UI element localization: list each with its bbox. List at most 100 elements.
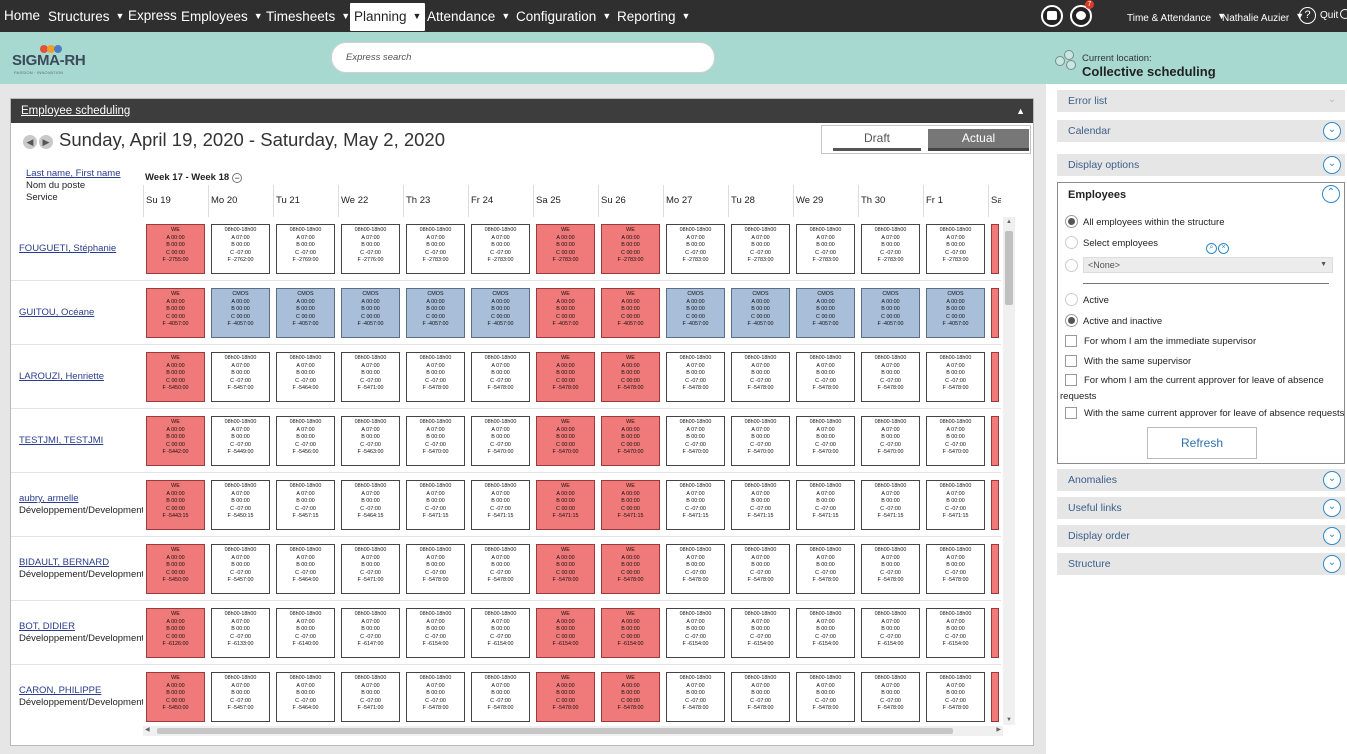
- user-menu[interactable]: Nathalie Auzier ▼: [1222, 11, 1305, 24]
- module-selector[interactable]: Time & Attendance ▼: [1127, 11, 1227, 24]
- schedule-cell[interactable]: WE A 00:00 B 00:00 C 00:00 F -5478:00: [536, 672, 595, 722]
- schedule-cell[interactable]: [991, 224, 999, 274]
- schedule-cell[interactable]: 08h00-18h00 A 07:00 B 00:00 C -07:00 F -5471…: [926, 480, 985, 530]
- schedule-cell[interactable]: WE A 00:00 B 00:00 C 00:00 F -5471:15: [536, 480, 595, 530]
- chevron-down-icon[interactable]: ⌄: [1323, 471, 1341, 489]
- scroll-left-icon[interactable]: ◀: [145, 727, 150, 733]
- radio-none[interactable]: [1065, 259, 1083, 272]
- employee-name-link[interactable]: GUITOU, Océane: [19, 307, 95, 318]
- schedule-cell[interactable]: [991, 416, 999, 466]
- schedule-cell[interactable]: 08h00-18h00 A 07:00 B 00:00 C -07:00 F -5478…: [406, 352, 465, 402]
- anomalies-section[interactable]: Anomalies ⌄: [1057, 469, 1345, 491]
- schedule-cell[interactable]: 08h00-18h00 A 07:00 B 00:00 C -07:00 F -5464…: [276, 672, 335, 722]
- schedule-cell[interactable]: 08h00-18h00 A 07:00 B 00:00 C -07:00 F -2783…: [731, 224, 790, 274]
- employee-name-link[interactable]: FOUGUETI, Stéphanie: [19, 243, 117, 254]
- schedule-cell[interactable]: CMOS A 00:00 B 00:00 C 00:00 F -4057:00: [796, 288, 855, 338]
- scrollbar-thumb[interactable]: [157, 728, 953, 734]
- display-order-section[interactable]: Display order ⌄: [1057, 525, 1345, 547]
- search-employee-icon[interactable]: ⌕: [1206, 243, 1217, 254]
- schedule-cell[interactable]: 08h00-18h00 A 07:00 B 00:00 C -07:00 F -2783…: [926, 224, 985, 274]
- sort-by-name-link[interactable]: Last name, First name: [26, 168, 121, 179]
- nav-planning[interactable]: Planning ▼: [350, 3, 426, 31]
- check-same-approver[interactable]: With the same current approver for leave…: [1065, 407, 1344, 419]
- schedule-cell[interactable]: WE A 00:00 B 00:00 C 00:00 F -5478:00: [536, 544, 595, 594]
- schedule-cell[interactable]: 08h00-18h00 A 07:00 B 00:00 C -07:00 F -5478…: [731, 544, 790, 594]
- schedule-cell[interactable]: WE A 00:00 B 00:00 C 00:00 F -5470:00: [601, 416, 660, 466]
- nav-express[interactable]: Express: [128, 8, 177, 23]
- schedule-cell[interactable]: 08h00-18h00 A 07:00 B 00:00 C -07:00 F -5471…: [861, 480, 920, 530]
- schedule-cell[interactable]: 08h00-18h00 A 07:00 B 00:00 C -07:00 F -5478…: [926, 352, 985, 402]
- schedule-cell[interactable]: WE A 00:00 B 00:00 C 00:00 F -2783:00: [601, 224, 660, 274]
- schedule-cell[interactable]: WE A 00:00 B 00:00 C 00:00 F -4057:00: [536, 288, 595, 338]
- vertical-scrollbar[interactable]: ▲ ▼: [1003, 217, 1015, 725]
- collapse-toggle-icon[interactable]: ▲: [1016, 106, 1025, 116]
- radio-button[interactable]: [1065, 314, 1078, 327]
- nav-home[interactable]: Home: [4, 8, 41, 23]
- schedule-cell[interactable]: 08h00-18h00 A 07:00 B 00:00 C -07:00 F -6154…: [406, 608, 465, 658]
- schedule-cell[interactable]: 08h00-18h00 A 07:00 B 00:00 C -07:00 F -5470…: [861, 416, 920, 466]
- schedule-cell[interactable]: 08h00-18h00 A 07:00 B 00:00 C -07:00 F -5478…: [731, 672, 790, 722]
- schedule-cell[interactable]: CMOS A 00:00 B 00:00 C 00:00 F -4057:00: [666, 288, 725, 338]
- employee-select-dropdown[interactable]: <None> ▼: [1083, 257, 1333, 273]
- schedule-cell[interactable]: 08h00-18h00 A 07:00 B 00:00 C -07:00 F -5478…: [666, 544, 725, 594]
- schedule-cell[interactable]: 08h00-18h00 A 07:00 B 00:00 C -07:00 F -5471…: [796, 480, 855, 530]
- schedule-cell[interactable]: 08h00-18h00 A 07:00 B 00:00 C -07:00 F -5464…: [341, 480, 400, 530]
- schedule-cell[interactable]: [991, 352, 999, 402]
- calendar-section[interactable]: Calendar ⌄: [1057, 120, 1345, 142]
- employee-name-link[interactable]: CARON, PHILIPPE: [19, 685, 102, 696]
- scroll-up-icon[interactable]: ▲: [1006, 219, 1012, 225]
- next-period-icon[interactable]: ▶: [39, 135, 53, 149]
- nav-structures[interactable]: Structures ▼: [48, 9, 125, 24]
- schedule-cell[interactable]: 08h00-18h00 A 07:00 B 00:00 C -07:00 F -5478…: [926, 544, 985, 594]
- schedule-cell[interactable]: [991, 288, 999, 338]
- radio-select-employees[interactable]: Select employees: [1065, 236, 1158, 249]
- chevron-down-icon[interactable]: ⌄: [1323, 499, 1341, 517]
- nav-configuration[interactable]: Configuration ▼: [516, 9, 612, 24]
- schedule-cell[interactable]: 08h00-18h00 A 07:00 B 00:00 C -07:00 F -5471…: [471, 480, 530, 530]
- schedule-cell[interactable]: WE A 00:00 B 00:00 C 00:00 F -5478:00: [601, 352, 660, 402]
- schedule-cell[interactable]: 08h00-18h00 A 07:00 B 00:00 C -07:00 F -2783…: [861, 224, 920, 274]
- chevron-down-icon[interactable]: ⌄: [1323, 555, 1341, 573]
- display-options-section[interactable]: Display options ⌄: [1057, 154, 1345, 176]
- schedule-cell[interactable]: 08h00-18h00 A 07:00 B 00:00 C -07:00 F -5470…: [406, 416, 465, 466]
- quit-link[interactable]: Quit: [1320, 0, 1347, 32]
- schedule-cell[interactable]: 08h00-18h00 A 07:00 B 00:00 C -07:00 F -5471…: [666, 480, 725, 530]
- schedule-cell[interactable]: WE A 00:00 B 00:00 C 00:00 F -5471:15: [601, 480, 660, 530]
- schedule-cell[interactable]: 08h00-18h00 A 07:00 B 00:00 C -07:00 F -2783…: [666, 224, 725, 274]
- schedule-cell[interactable]: WE A 00:00 B 00:00 C 00:00 F -5478:00: [536, 352, 595, 402]
- chevron-down-icon[interactable]: ⌄: [1323, 122, 1341, 140]
- schedule-cell[interactable]: 08h00-18h00 A 07:00 B 00:00 C -07:00 F -5457…: [276, 480, 335, 530]
- schedule-cell[interactable]: WE A 00:00 B 00:00 C 00:00 F -5443:15: [146, 480, 205, 530]
- schedule-cell[interactable]: WE A 00:00 B 00:00 C 00:00 F -2755:00: [146, 224, 205, 274]
- previous-period-icon[interactable]: ◀: [23, 135, 37, 149]
- schedule-cell[interactable]: 08h00-18h00 A 07:00 B 00:00 C -07:00 F -5470…: [471, 416, 530, 466]
- notifications-icon[interactable]: [1070, 5, 1092, 27]
- schedule-cell[interactable]: 08h00-18h00 A 07:00 B 00:00 C -07:00 F -5470…: [926, 416, 985, 466]
- schedule-cell[interactable]: WE A 00:00 B 00:00 C 00:00 F -5450:00: [146, 544, 205, 594]
- schedule-cell[interactable]: 08h00-18h00 A 07:00 B 00:00 C -07:00 F -5470…: [796, 416, 855, 466]
- checkbox[interactable]: [1065, 355, 1077, 367]
- schedule-cell[interactable]: 08h00-18h00 A 07:00 B 00:00 C -07:00 F -6147…: [341, 608, 400, 658]
- schedule-cell[interactable]: 08h00-18h00 A 07:00 B 00:00 C -07:00 F -2776…: [341, 224, 400, 274]
- schedule-cell[interactable]: 08h00-18h00 A 07:00 B 00:00 C -07:00 F -5478…: [666, 672, 725, 722]
- schedule-cell[interactable]: 08h00-18h00 A 07:00 B 00:00 C -07:00 F -6140…: [276, 608, 335, 658]
- schedule-cell[interactable]: CMOS A 00:00 B 00:00 C 00:00 F -4057:00: [406, 288, 465, 338]
- schedule-cell[interactable]: 08h00-18h00 A 07:00 B 00:00 C -07:00 F -2783…: [406, 224, 465, 274]
- schedule-cell[interactable]: 08h00-18h00 A 07:00 B 00:00 C -07:00 F -5449…: [211, 416, 270, 466]
- schedule-cell[interactable]: 08h00-18h00 A 07:00 B 00:00 C -07:00 F -5471…: [406, 480, 465, 530]
- schedule-cell[interactable]: 08h00-18h00 A 07:00 B 00:00 C -07:00 F -5478…: [471, 672, 530, 722]
- radio-button[interactable]: [1065, 259, 1078, 272]
- radio-active-inactive[interactable]: Active and inactive: [1065, 314, 1162, 327]
- actual-tab[interactable]: Actual: [928, 129, 1029, 151]
- schedule-cell[interactable]: 08h00-18h00 A 07:00 B 00:00 C -07:00 F -5457…: [211, 544, 270, 594]
- schedule-cell[interactable]: 08h00-18h00 A 07:00 B 00:00 C -07:00 F -5471…: [731, 480, 790, 530]
- schedule-cell[interactable]: 08h00-18h00 A 07:00 B 00:00 C -07:00 F -5478…: [731, 352, 790, 402]
- error-list-section[interactable]: Error list ⌄: [1057, 90, 1345, 112]
- schedule-cell[interactable]: WE A 00:00 B 00:00 C 00:00 F -2783:00: [536, 224, 595, 274]
- schedule-cell[interactable]: 08h00-18h00 A 07:00 B 00:00 C -07:00 F -5471…: [341, 672, 400, 722]
- horizontal-scrollbar[interactable]: ◀ ▶: [143, 726, 1003, 736]
- schedule-cell[interactable]: WE A 00:00 B 00:00 C 00:00 F -4057:00: [146, 288, 205, 338]
- employee-name-link[interactable]: LAROUZI, Henriette: [19, 371, 104, 382]
- schedule-cell[interactable]: 08h00-18h00 A 07:00 B 00:00 C -07:00 F -5464…: [276, 352, 335, 402]
- schedule-cell[interactable]: 08h00-18h00 A 07:00 B 00:00 C -07:00 F -5478…: [666, 352, 725, 402]
